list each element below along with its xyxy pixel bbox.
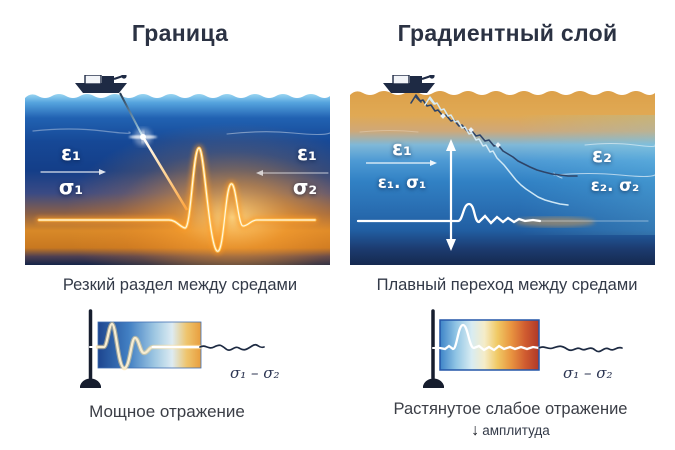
down-arrow-icon: ↓ [471, 422, 480, 439]
left-trace-diagram [80, 309, 265, 388]
right-panel-illustration: ε₁ ε₁. σ₁ ε₂ ε₂. σ₂ [350, 75, 655, 265]
flare-icon [129, 128, 157, 146]
left-panel-caption: Резкий раздел между средами [62, 276, 298, 294]
left-column-title: Граница [131, 20, 229, 46]
left-panel-illustration: ε₁ σ₁ ε₁ σ₂ [25, 75, 330, 265]
conductivity-label-left: σ₁ [58, 175, 84, 199]
right-trace-diagram [423, 309, 623, 388]
outgoing-trace-line [538, 345, 623, 353]
medium-direction-arrows [40, 169, 329, 176]
receiver-pole-icon [423, 309, 444, 388]
strong-trace-waveform [89, 321, 203, 371]
left-trace-caption: Мощное отражение [89, 402, 245, 421]
medium-direction-arrow [366, 160, 437, 166]
ship-icon [383, 75, 435, 93]
right-panel-caption: Плавный переход между средами [376, 276, 638, 294]
weak-reflection-wavelet [356, 202, 649, 227]
ship-icon [75, 75, 127, 93]
amplitude-note-text: амплитуда [482, 423, 550, 438]
strong-reflection-wavelet [35, 144, 319, 255]
right-panel-art [350, 75, 655, 265]
receiver-pole-icon [80, 309, 101, 388]
gradient-extent-arrow [446, 139, 456, 251]
permittivity-label-left: ε₁ [392, 136, 412, 160]
permittivity-label-right: ε₁ [297, 141, 317, 165]
amplitude-note: ↓ амплитуда [368, 422, 653, 440]
permittivity-label-left: ε₁ [61, 141, 81, 165]
right-column-title: Градиентный слой [397, 20, 618, 46]
medium-params-label-left: ε₁. σ₁ [377, 173, 427, 192]
left-panel-art [25, 75, 330, 265]
medium-params-label-right: ε₂. σ₂ [590, 176, 640, 195]
interface-streaks [32, 128, 330, 136]
outgoing-trace-line [199, 343, 265, 351]
interface-streaks [359, 130, 655, 179]
right-trace-caption: Растянутое слабое отражение [393, 400, 628, 418]
sigma-contrast-label-right: σ₁ – σ₂ [563, 364, 613, 382]
sigma-contrast-label-left: σ₁ – σ₂ [230, 364, 280, 382]
weak-trace-waveform [432, 323, 541, 352]
conductivity-label-right: σ₂ [292, 175, 318, 199]
permittivity-label-right: ε₂ [592, 143, 612, 167]
